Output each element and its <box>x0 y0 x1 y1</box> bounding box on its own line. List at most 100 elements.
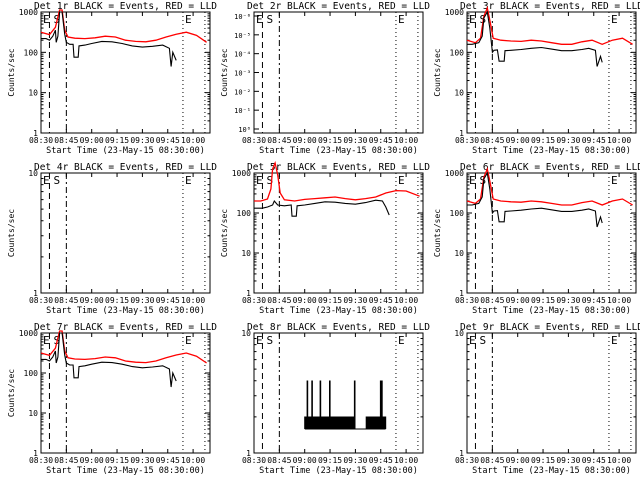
x-tick-label: 08:45 <box>54 456 78 465</box>
series-lld-line <box>466 166 633 206</box>
x-tick-label: 08:30 <box>242 296 266 305</box>
panel-title: Det 6r BLACK = Events, RED = LLD <box>460 162 640 173</box>
x-tick-label: 08:30 <box>242 456 266 465</box>
y-tick-label: 1 <box>459 129 464 138</box>
marker-label: E <box>398 334 405 347</box>
y-tick-label: 1 <box>33 129 38 138</box>
plot-frame <box>466 172 637 294</box>
y-axis-label: Counts/sec <box>7 369 16 417</box>
x-tick-label: 09:45 <box>156 456 180 465</box>
x-tick-label: 09:30 <box>130 456 154 465</box>
x-tick-label: 09:45 <box>369 456 393 465</box>
series-events-line <box>254 199 390 217</box>
marker-label: E <box>256 174 263 187</box>
marker-label: S <box>479 334 486 347</box>
panel-title: Det 9r BLACK = Events, RED = LLD <box>460 322 640 333</box>
panel-det-1: Det 1r BLACK = Events, RED = LLD 08:30 08:… <box>7 1 217 156</box>
marker-label: E <box>256 334 263 347</box>
x-tick-label: 09:15 <box>105 136 129 145</box>
x-tick-label: 10:00 <box>394 456 418 465</box>
x-tick-label: 08:45 <box>480 456 504 465</box>
y-tick-label: 1000 <box>19 329 38 338</box>
panel-title: Det 2r BLACK = Events, RED = LLD <box>247 1 430 12</box>
panel-det-5: Det 5r BLACK = Events, RED = LLD 08:30 08:… <box>220 160 430 316</box>
x-tick-label: 08:30 <box>455 136 479 145</box>
x-tick-label: 09:30 <box>556 136 580 145</box>
y-tick-label: 1 <box>459 289 464 298</box>
marker-label: E <box>43 334 50 347</box>
x-tick-label: 09:00 <box>506 136 530 145</box>
x-tick-label: 09:45 <box>582 296 606 305</box>
y-tick-label: 1 <box>246 289 251 298</box>
x-tick-label: 10:00 <box>181 136 205 145</box>
marker-label: E <box>398 174 405 187</box>
marker-label: E <box>469 334 476 347</box>
x-tick-label: 08:45 <box>54 136 78 145</box>
y-tick-label: 100 <box>450 209 465 218</box>
x-tick-label: 09:00 <box>80 296 104 305</box>
marker-label: S <box>266 13 273 26</box>
marker-label: E <box>43 13 50 26</box>
marker-label: E <box>611 334 618 347</box>
x-tick-label: 08:45 <box>267 456 291 465</box>
y-tick-label: 10 <box>454 249 464 258</box>
panel-title: Det 4r BLACK = Events, RED = LLD <box>34 162 217 173</box>
y-tick-label: 100 <box>237 209 252 218</box>
x-tick-label: 09:15 <box>318 456 342 465</box>
y-tick-label: 1000 <box>445 8 464 17</box>
panel-det-2: Det 2r BLACK = Events, RED = LLD 08:30 08:… <box>220 1 430 156</box>
x-tick-label: 09:15 <box>318 136 342 145</box>
panel-title: Det 8r BLACK = Events, RED = LLD <box>247 322 430 333</box>
y-axis-label: Counts/sec <box>220 48 229 96</box>
x-tick-label: 09:45 <box>156 136 180 145</box>
x-tick-label: 09:15 <box>531 456 555 465</box>
x-tick-label: 09:00 <box>293 456 317 465</box>
series-events-line <box>467 171 603 228</box>
panel-det-3: Det 3r BLACK = Events, RED = LLD 08:30 08:… <box>433 1 640 156</box>
y-tick-label: 100 <box>450 48 465 57</box>
x-tick-label: 08:30 <box>29 456 53 465</box>
x-tick-label: 09:00 <box>293 296 317 305</box>
x-tick-label: 08:45 <box>54 296 78 305</box>
y-tick-label: 1 <box>33 449 38 458</box>
marker-label: E <box>611 13 618 26</box>
x-tick-label: 09:30 <box>130 296 154 305</box>
marker-label: S <box>53 174 60 187</box>
y-tick-label: 10⁻³ <box>234 70 251 78</box>
marker-label: E <box>43 174 50 187</box>
panel-det-4: Det 4r BLACK = Events, RED = LLD 08:30 08:… <box>7 162 217 316</box>
x-tick-label: 09:30 <box>343 456 367 465</box>
x-tick-label: 10:00 <box>394 296 418 305</box>
x-tick-label: 09:30 <box>343 136 367 145</box>
x-tick-label: 09:45 <box>369 296 393 305</box>
y-tick-label: 1 <box>33 289 38 298</box>
x-tick-label: 08:30 <box>29 296 53 305</box>
y-axis-label: Counts/sec <box>7 48 16 96</box>
marker-label: E <box>469 13 476 26</box>
series-events-line <box>467 10 603 67</box>
x-axis-label: Start Time (23-May-15 08:30:00) <box>46 146 205 156</box>
x-tick-label: 09:00 <box>506 456 530 465</box>
x-tick-label: 09:15 <box>531 296 555 305</box>
plot-frame <box>40 332 211 454</box>
y-tick-label: 10 <box>241 329 251 338</box>
x-axis-label: Start Time (23-May-15 08:30:00) <box>259 146 418 156</box>
x-tick-label: 10:00 <box>181 456 205 465</box>
x-tick-label: 09:30 <box>130 136 154 145</box>
x-tick-label: 09:45 <box>582 456 606 465</box>
x-axis-label: Start Time (23-May-15 08:30:00) <box>472 466 631 476</box>
y-tick-label: 10⁰ <box>238 126 251 134</box>
x-tick-label: 09:45 <box>156 296 180 305</box>
x-tick-label: 09:30 <box>343 296 367 305</box>
panel-title: Det 3r BLACK = Events, RED = LLD <box>460 1 640 12</box>
x-tick-label: 08:30 <box>29 136 53 145</box>
y-axis-label: Counts/sec <box>433 48 442 96</box>
x-tick-label: 09:15 <box>318 296 342 305</box>
x-tick-label: 10:00 <box>607 136 631 145</box>
y-tick-label: 10⁻⁴ <box>234 51 251 59</box>
x-tick-label: 09:15 <box>105 456 129 465</box>
series-events-line <box>41 332 177 388</box>
y-tick-label: 10⁻¹ <box>234 107 251 115</box>
marker-label: E <box>611 174 618 187</box>
panel-title: Det 5r BLACK = Events, RED = LLD <box>247 162 430 173</box>
